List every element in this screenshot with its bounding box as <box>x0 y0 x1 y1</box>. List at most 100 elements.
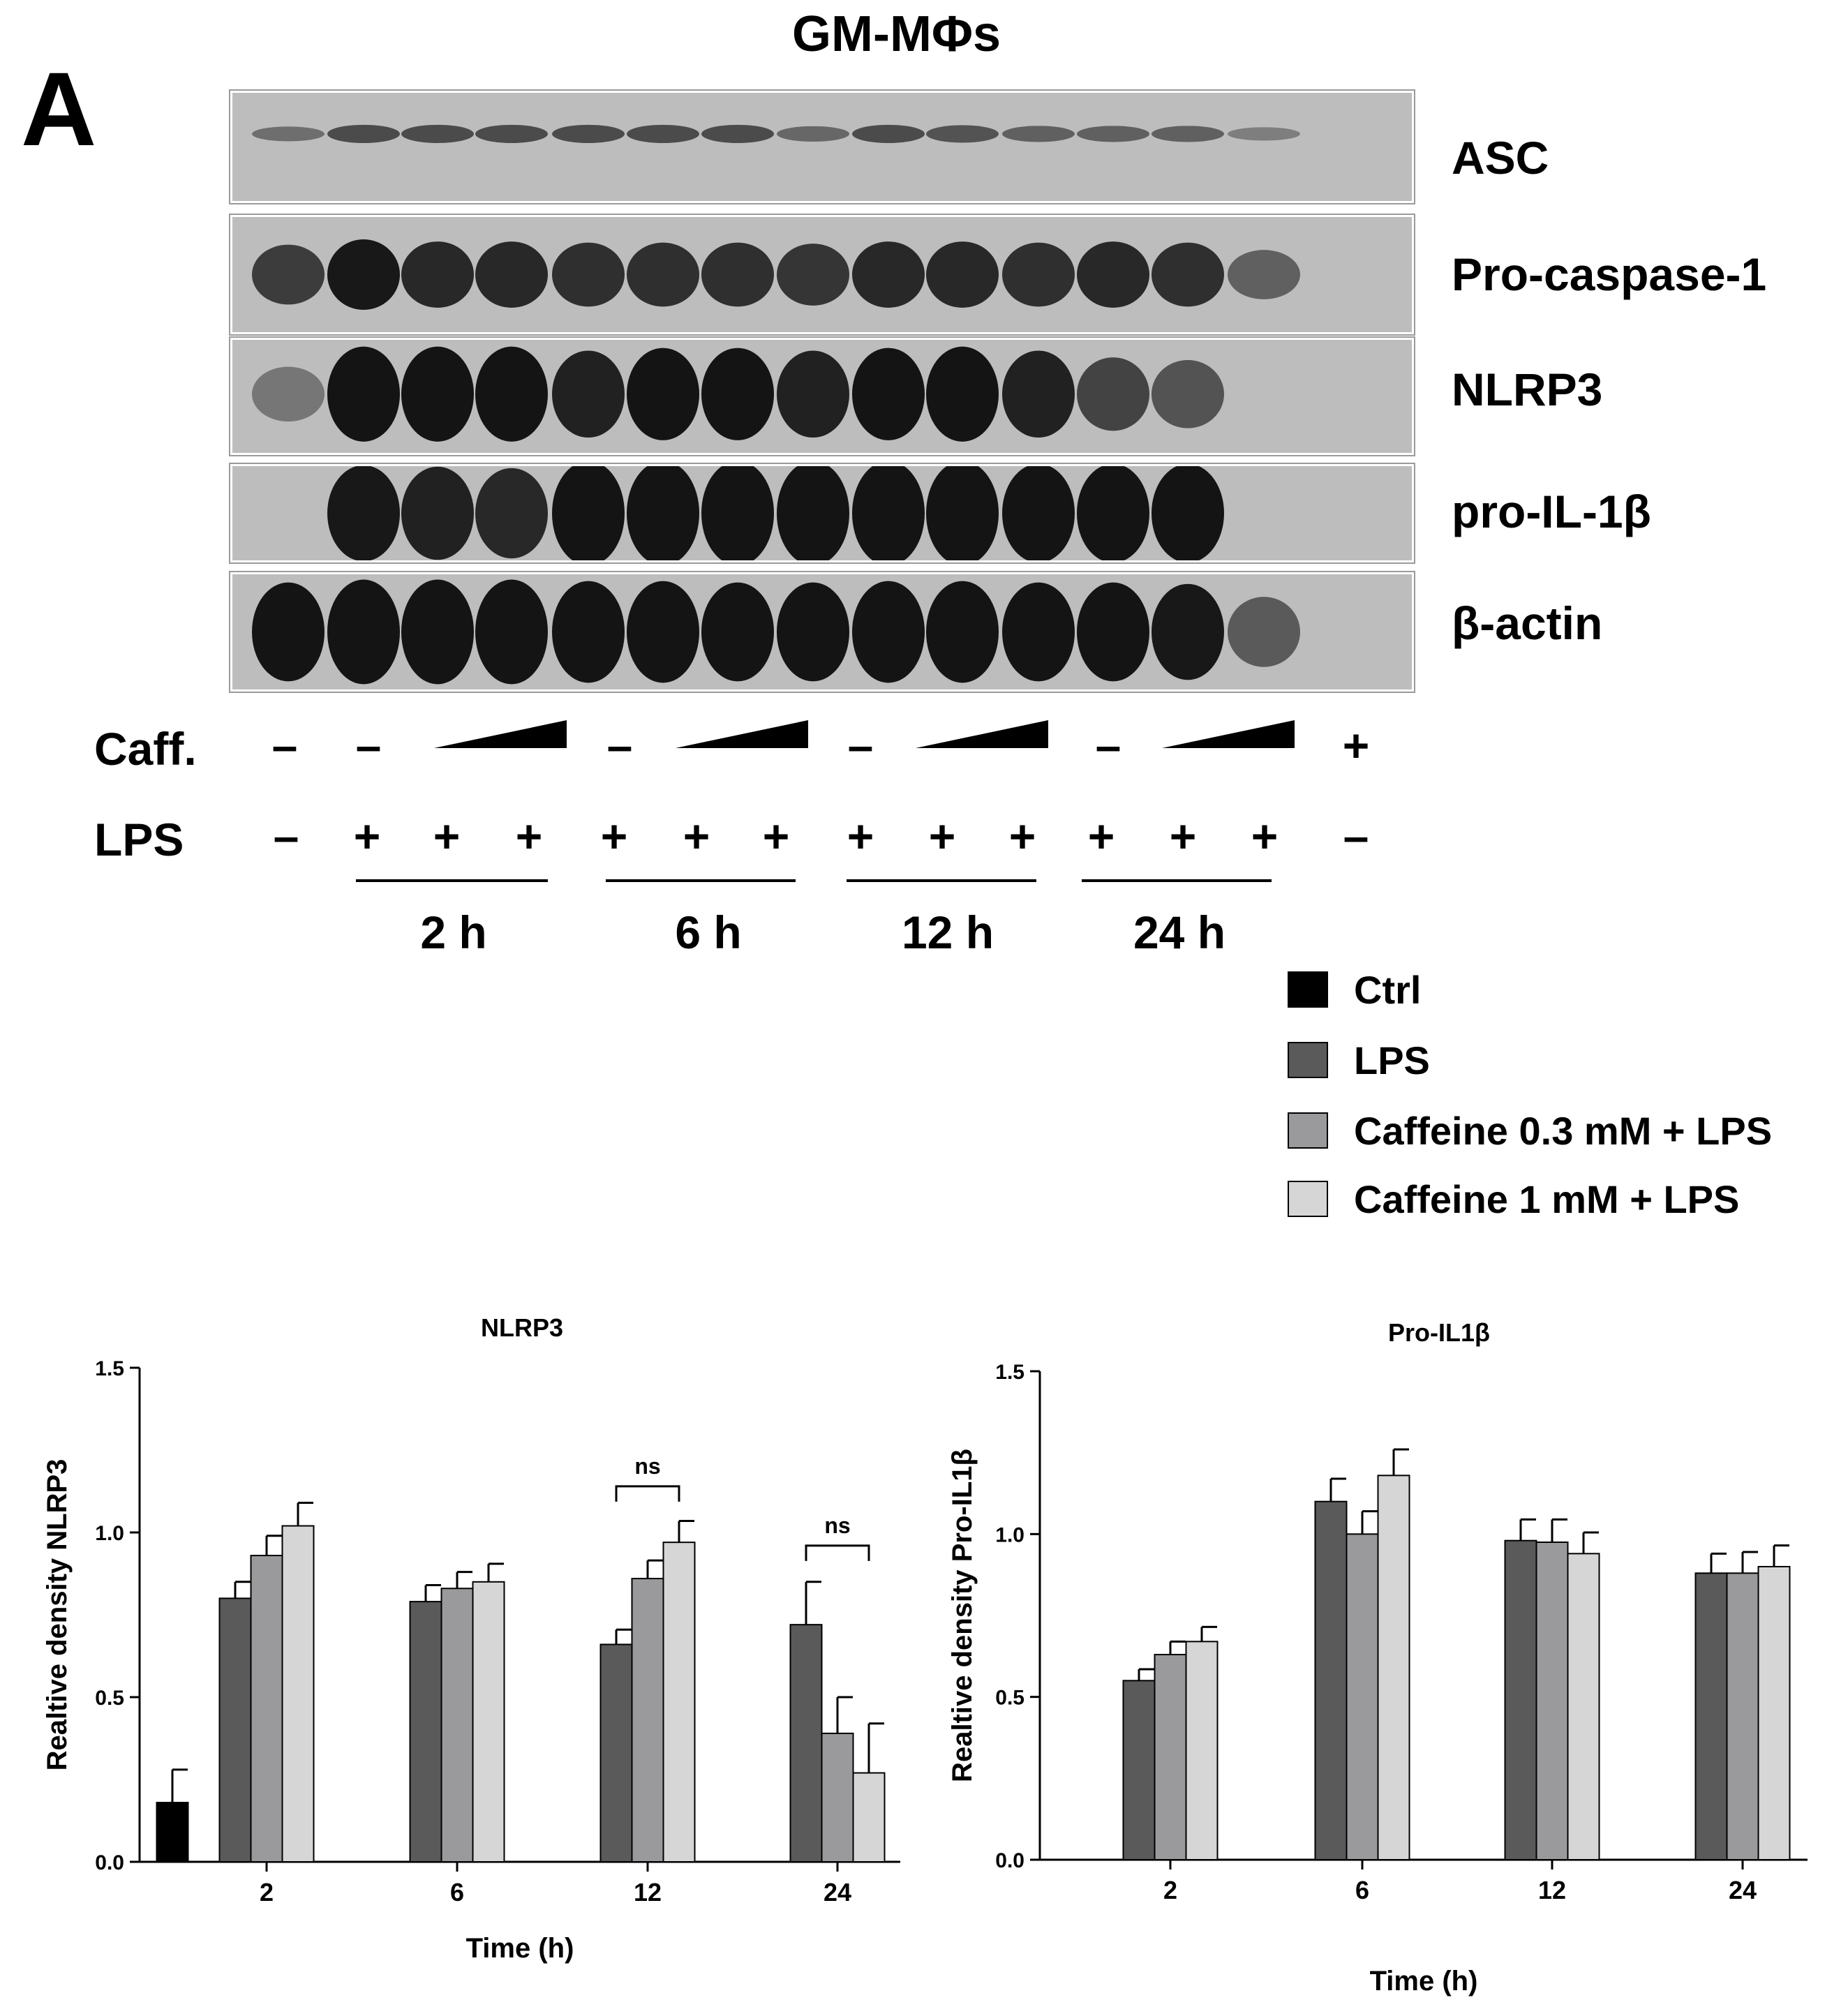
time-bracket-2h <box>356 879 548 882</box>
blot-strip-pro-il-1b <box>230 464 1414 562</box>
blot-band <box>252 582 325 682</box>
lps-sign: + <box>353 810 381 862</box>
caff-sign: – <box>847 719 874 771</box>
x-tick-label: 6 <box>450 1878 464 1906</box>
blot-band <box>1002 126 1075 142</box>
blot-band <box>327 346 400 442</box>
x-tick-label: 12 <box>1538 1876 1566 1904</box>
caff-sign: – <box>1095 719 1122 771</box>
blot-band <box>552 466 625 560</box>
caff-sign: + <box>1342 719 1370 771</box>
blot-band <box>327 239 400 310</box>
blot-band <box>401 124 474 143</box>
bar <box>1504 1539 1537 1860</box>
blot-band <box>327 579 400 685</box>
blot-band <box>552 242 625 307</box>
blot-label-pro-caspase-1: Pro-caspase-1 <box>1452 248 1767 300</box>
blot-band <box>777 126 849 142</box>
blot-band <box>1077 357 1149 431</box>
bar <box>1567 1553 1600 1860</box>
caff-ramp-wedge <box>1162 720 1295 748</box>
caff-dose-ramp-icon <box>676 720 808 748</box>
time-bracket-24h <box>1082 879 1272 882</box>
time-label-6h: 6 h <box>675 906 742 958</box>
blot-band <box>777 582 849 682</box>
x-tick-label: 24 <box>824 1878 851 1906</box>
bar <box>1185 1641 1219 1860</box>
bar <box>821 1732 854 1863</box>
blot-band <box>701 348 774 440</box>
blot-band <box>627 581 699 683</box>
blot-band <box>701 242 774 307</box>
bar <box>1122 1680 1156 1860</box>
blot-band <box>475 346 548 442</box>
bar <box>1535 1542 1569 1860</box>
blot-band <box>552 350 625 438</box>
bar <box>1346 1533 1379 1860</box>
blot-band <box>926 346 999 442</box>
blot-band <box>926 466 999 560</box>
blot-bands-asc <box>232 93 1412 201</box>
caff-ramp-wedge <box>434 720 567 748</box>
legend-label-lps: LPS <box>1354 1038 1430 1082</box>
bar <box>472 1581 505 1863</box>
blot-bands-beta-actin <box>232 574 1412 689</box>
blot-band <box>252 244 325 305</box>
bar <box>1757 1566 1791 1860</box>
lps-sign: + <box>600 810 628 862</box>
blot-bands-pro-caspase-1 <box>232 217 1412 332</box>
caff-sign: – <box>271 719 298 771</box>
legend-swatch-ctrl <box>1288 971 1328 1008</box>
blot-label-beta-actin: β-actin <box>1452 597 1603 649</box>
y-tick-label: 1.0 <box>995 1523 1024 1546</box>
bar <box>1694 1572 1728 1860</box>
blot-band <box>627 348 699 440</box>
lps-sign: – <box>1343 810 1369 862</box>
blot-band <box>1152 583 1224 680</box>
blot-band <box>327 466 400 560</box>
blot-strip-beta-actin <box>230 572 1414 692</box>
blot-label-asc: ASC <box>1452 132 1549 184</box>
y-tick-label: 0.5 <box>95 1687 124 1710</box>
significance-bracket <box>615 1485 680 1502</box>
lps-row-label: LPS <box>94 814 184 865</box>
y-tick-label: 1.5 <box>95 1357 124 1380</box>
blot-band <box>1077 582 1149 682</box>
y-tick-label: 0.0 <box>95 1851 124 1874</box>
blot-band <box>552 581 625 683</box>
x-axis-label: Time (h) <box>1370 1966 1478 1997</box>
pro-il1b-chart: Pro-IL1β 0.0 0.5 1.0 1.5 Realtive density Pro… <box>947 1318 1808 1997</box>
x-axis-label: Time (h) <box>466 1933 574 1964</box>
blot-band <box>852 581 925 683</box>
blot-band <box>701 124 774 143</box>
blot-band <box>1077 126 1149 142</box>
blot-band <box>926 581 999 683</box>
lps-sign: + <box>1251 810 1279 862</box>
blot-band <box>1152 242 1224 307</box>
legend-label-ctrl: Ctrl <box>1354 968 1422 1012</box>
bar <box>852 1772 886 1863</box>
blot-band <box>1152 126 1224 142</box>
blot-band <box>926 241 999 308</box>
y-tick-label: 1.5 <box>995 1361 1024 1384</box>
blot-band <box>926 125 999 143</box>
bar <box>281 1525 315 1863</box>
time-bracket-6h <box>606 879 796 882</box>
blot-band <box>852 124 925 143</box>
blot-band <box>1228 597 1300 667</box>
lps-sign: + <box>1087 810 1115 862</box>
bar <box>662 1542 696 1863</box>
bar <box>1726 1572 1759 1860</box>
blot-band <box>701 582 774 682</box>
bar <box>1377 1475 1410 1861</box>
caff-ramp-wedge <box>916 720 1048 748</box>
blot-band <box>327 124 400 143</box>
significance-label: ns <box>824 1513 850 1538</box>
lps-sign: + <box>1169 810 1197 862</box>
significance-bracket <box>805 1544 870 1561</box>
y-tick-label: 0.0 <box>995 1849 1024 1872</box>
nlrp3-chart: NLRP3 0.0 0.5 1.0 1.5 Realtive density NLRP3 T… <box>42 1313 900 1964</box>
blot-band <box>552 124 625 143</box>
blot-band <box>475 241 548 308</box>
lps-sign: – <box>273 810 299 862</box>
